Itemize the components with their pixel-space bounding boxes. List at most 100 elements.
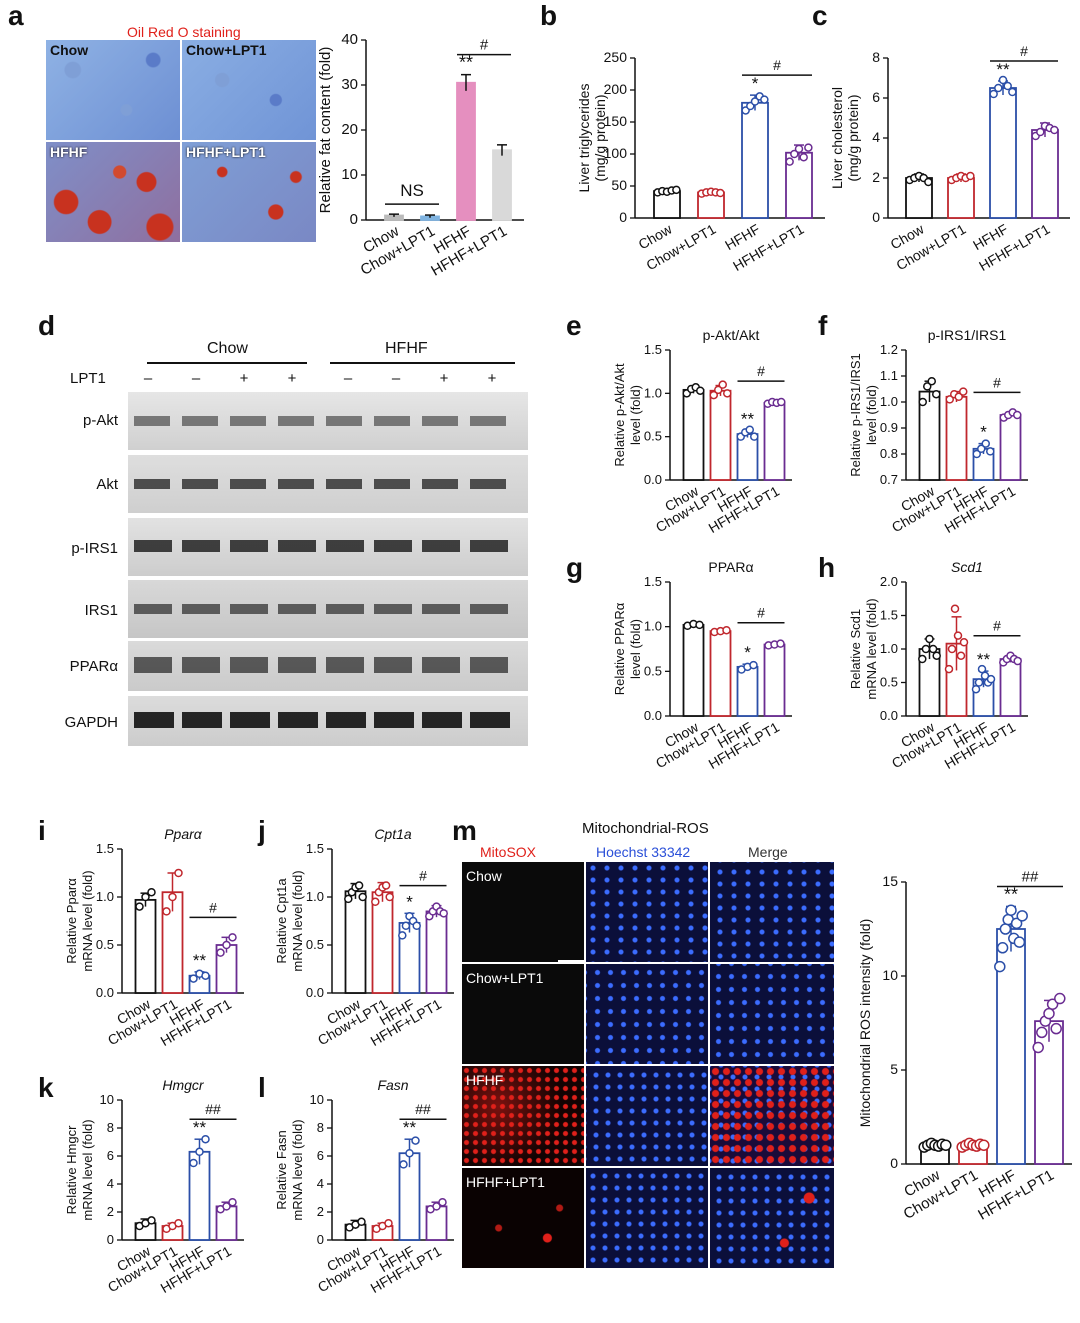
lpt1-sign: + bbox=[487, 370, 497, 387]
micrograph-label: HFHF+LPT1 bbox=[186, 144, 266, 160]
y-tick-label: 0 bbox=[107, 1232, 114, 1247]
chart-title: Fasn bbox=[377, 1077, 408, 1093]
y-tick-label: 6 bbox=[872, 89, 880, 105]
data-point bbox=[358, 892, 367, 902]
data-point bbox=[189, 974, 198, 983]
bar bbox=[999, 658, 1022, 717]
y-tick-label: 10 bbox=[310, 1092, 324, 1107]
group-label-chow: Chow bbox=[207, 340, 248, 357]
y-tick-label: 100 bbox=[604, 145, 628, 161]
y-tick-label: 10 bbox=[341, 166, 358, 183]
lpt1-sign: + bbox=[439, 370, 449, 387]
merge-chow-lpt1 bbox=[710, 964, 834, 1064]
significance-hash: # bbox=[757, 605, 765, 621]
significance-star: ** bbox=[403, 1118, 417, 1137]
data-point bbox=[978, 1139, 990, 1151]
bar bbox=[709, 389, 732, 481]
data-point bbox=[1003, 81, 1012, 91]
blot-label-ppara: PPARα bbox=[69, 658, 118, 675]
y-tick-label: 4 bbox=[872, 129, 880, 145]
bar bbox=[736, 665, 759, 717]
data-point bbox=[147, 1216, 156, 1225]
chart-i-ppara-mrna: 0.0 0.5 1.0 1.5 Relative Pparα mRNA level (fo… bbox=[64, 826, 244, 1049]
mitosox-hfhf-lpt1: HFHF+LPT1 bbox=[462, 1168, 584, 1268]
data-point bbox=[959, 638, 969, 647]
bar bbox=[344, 890, 367, 994]
y-axis-label: Relative fat content (fold) bbox=[317, 47, 334, 214]
bar bbox=[741, 101, 769, 219]
chart-title: p-Akt/Akt bbox=[703, 327, 760, 343]
data-point bbox=[977, 664, 987, 674]
data-point bbox=[385, 892, 394, 902]
blot-strip-ppara bbox=[128, 641, 528, 691]
data-point bbox=[996, 942, 1009, 954]
bar bbox=[134, 898, 157, 994]
panel-letter-i: i bbox=[38, 815, 46, 846]
y-axis-label: Mitochondrial ROS intensity (fold) bbox=[857, 919, 873, 1128]
y-tick-label: 2.0 bbox=[880, 574, 898, 589]
y-tick-label: 0 bbox=[890, 1155, 898, 1171]
data-point bbox=[438, 1197, 447, 1207]
data-point bbox=[216, 948, 225, 957]
mitosox-hfhf: HFHF bbox=[462, 1066, 584, 1166]
significance-hash: # bbox=[1020, 43, 1028, 59]
data-point bbox=[1050, 1022, 1062, 1035]
data-point bbox=[923, 382, 932, 391]
bar bbox=[945, 395, 968, 481]
data-point bbox=[1043, 1007, 1055, 1020]
y-tick-label: 2 bbox=[107, 1204, 114, 1219]
y-tick-label: 1.0 bbox=[96, 889, 114, 904]
significance-hash: # bbox=[993, 374, 1001, 390]
y-tick-label: 1.5 bbox=[644, 342, 662, 357]
chart-title: Cpt1a bbox=[374, 826, 412, 842]
micrograph-chow-lpt1: Chow+LPT1 bbox=[182, 40, 316, 140]
significance-hash: # bbox=[209, 899, 217, 915]
data-point bbox=[709, 390, 718, 400]
y-tick-label: 200 bbox=[604, 81, 628, 97]
chart-j-cpt1a: 0.0 0.5 1.0 1.5 Relative Cpt1a mRNA level (fo… bbox=[274, 826, 454, 1049]
data-point bbox=[189, 1158, 198, 1168]
panel-letter-b: b bbox=[540, 0, 558, 31]
data-point bbox=[745, 425, 754, 434]
data-point bbox=[168, 892, 177, 902]
bar bbox=[999, 414, 1022, 481]
data-point bbox=[998, 75, 1008, 85]
data-point bbox=[1054, 992, 1066, 1005]
y-axis-label-line2: mRNA level (fold) bbox=[864, 598, 879, 699]
data-point bbox=[1050, 125, 1059, 135]
y-tick-label: 0.9 bbox=[880, 420, 898, 435]
y-tick-label: 150 bbox=[604, 113, 628, 129]
data-point bbox=[974, 678, 984, 687]
y-tick-label: 1.5 bbox=[644, 574, 662, 589]
data-point bbox=[918, 397, 927, 407]
y-tick-label: 250 bbox=[604, 49, 628, 65]
data-point bbox=[921, 644, 931, 654]
ns-label: NS bbox=[400, 181, 424, 200]
data-point bbox=[723, 389, 732, 398]
bar bbox=[989, 87, 1017, 219]
bar bbox=[492, 149, 512, 221]
data-point bbox=[940, 1139, 952, 1151]
y-axis-label: Relative Hmgcr bbox=[64, 1125, 79, 1215]
y-axis-label-line2: mRNA level (fold) bbox=[290, 1119, 305, 1220]
data-point bbox=[986, 447, 995, 456]
data-point bbox=[371, 897, 380, 907]
significance-hash: # bbox=[773, 57, 781, 73]
significance-star: ** bbox=[977, 650, 991, 669]
y-tick-label: 0.8 bbox=[880, 446, 898, 461]
blot-strip-p-irs1 bbox=[128, 518, 528, 576]
significance-star: * bbox=[744, 643, 751, 662]
channel-label-hoechst: Hoechst 33342 bbox=[596, 844, 691, 860]
hoechst-hfhf-lpt1 bbox=[586, 1168, 708, 1268]
y-tick-label: 8 bbox=[317, 1120, 324, 1135]
data-point bbox=[994, 83, 1003, 93]
y-tick-label: 0 bbox=[350, 211, 358, 228]
data-point bbox=[222, 1202, 231, 1211]
data-point bbox=[927, 376, 936, 386]
significance-star: ** bbox=[741, 410, 755, 429]
significance-star: * bbox=[752, 74, 759, 93]
lpt1-row-label: LPT1 bbox=[70, 370, 106, 387]
significance-star: ** bbox=[459, 53, 473, 73]
